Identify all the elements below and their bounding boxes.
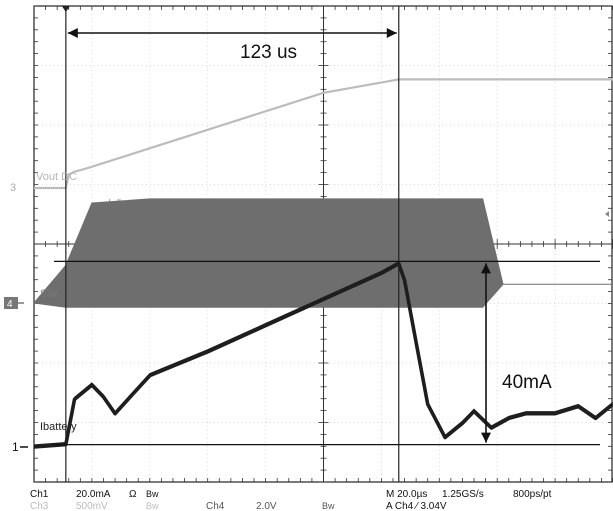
ch3-scale: 500mV bbox=[76, 501, 108, 511]
sw-channel-label: SW bbox=[40, 288, 58, 300]
resolution: 800ps/pt bbox=[513, 489, 552, 500]
sw-envelope bbox=[33, 198, 613, 308]
settings-row-1: Ch1 20.0mA Ω Bw M 20.0µs 1.25GS/s 800ps/… bbox=[30, 489, 552, 500]
current-arrow-head-bottom bbox=[481, 432, 491, 443]
traces bbox=[33, 78, 613, 449]
ch4-ground-marker: 4 bbox=[4, 297, 24, 310]
settings-row-2: Ch3 500mV Bw Ch4 2.0V Bw A Ch4 ∕ 3.04V bbox=[30, 501, 447, 511]
ch1-name: Ch1 bbox=[30, 489, 49, 500]
current-arrow-head-top bbox=[481, 263, 491, 274]
time-arrow-head-right bbox=[386, 28, 397, 38]
vout-channel-label: Vout DC bbox=[36, 171, 77, 183]
right-edge-marker bbox=[605, 211, 609, 217]
ch1-bw: Bw bbox=[146, 489, 159, 499]
ch3-bw: Bw bbox=[146, 501, 159, 511]
time-arrow-head-left bbox=[67, 28, 78, 38]
ibattery-trace bbox=[33, 261, 613, 449]
ibattery-channel-label: Ibattery bbox=[40, 421, 77, 433]
trigger-position-marker bbox=[61, 6, 70, 12]
ch4-name: Ch4 bbox=[206, 501, 225, 511]
trigger-setting: A Ch4 ∕ 3.04V bbox=[386, 501, 447, 511]
svg-text:1: 1 bbox=[12, 440, 19, 454]
sample-rate: 1.25GS/s bbox=[442, 489, 484, 500]
svg-text:4: 4 bbox=[7, 299, 13, 310]
current-delta-label: 40mA bbox=[502, 372, 552, 393]
ch3-ground-marker: 3 bbox=[10, 182, 16, 194]
ch1-ground-marker: 1 bbox=[12, 440, 28, 454]
cursors bbox=[54, 6, 609, 482]
ibattery-noise bbox=[33, 260, 613, 446]
rise-time-label: 123 us bbox=[240, 42, 297, 63]
ch3-name: Ch3 bbox=[30, 501, 49, 511]
ch4-bw: Bw bbox=[322, 501, 335, 511]
ch1-coupling: Ω bbox=[129, 489, 137, 500]
timebase: M 20.0µs bbox=[386, 489, 427, 500]
ch4-scale: 2.0V bbox=[256, 501, 277, 511]
ch1-scale: 20.0mA bbox=[76, 489, 111, 500]
